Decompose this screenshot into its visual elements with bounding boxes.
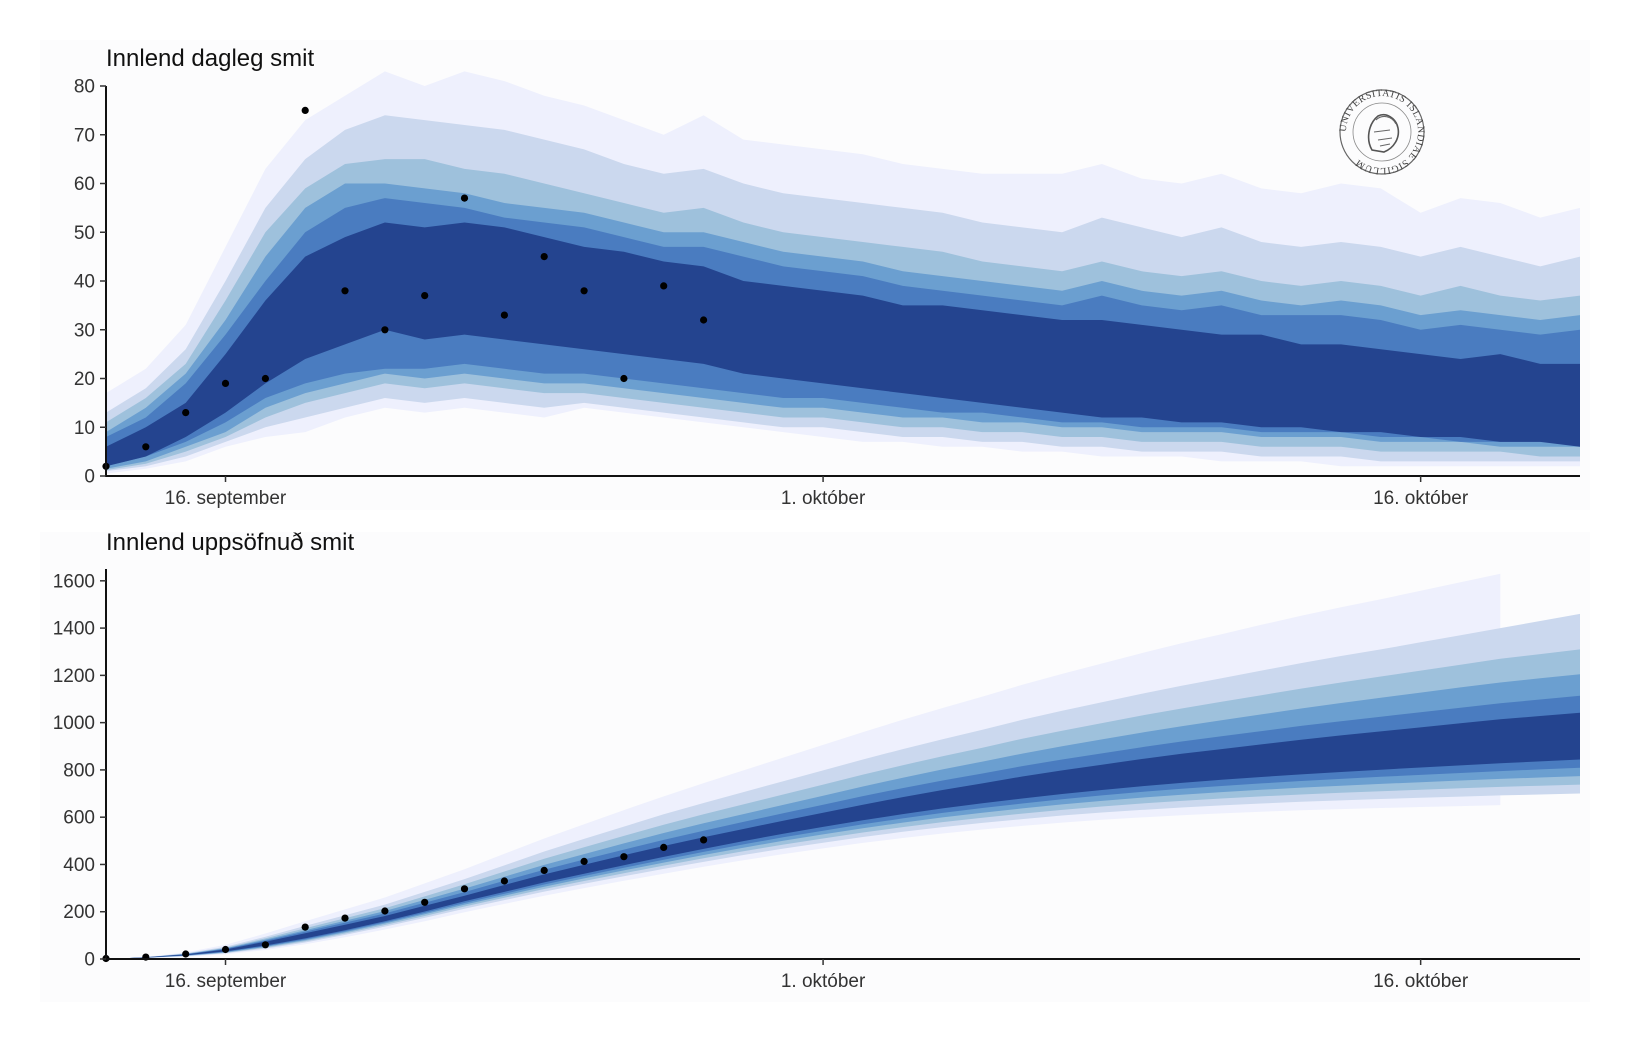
cumulative-y-tick-label: 1200	[53, 666, 95, 687]
cumulative-observed-point	[341, 914, 349, 922]
daily-y-tick-label: 20	[74, 369, 95, 390]
daily-observed-point	[620, 374, 628, 383]
cumulative-chart-panel: Innlend uppsöfnuð smit 0 200 400 600 800 1000…	[40, 529, 1590, 1002]
daily-x-tick-label: 1. október	[781, 488, 866, 509]
daily-observed-point	[142, 443, 150, 451]
daily-x-tick-label: 16. september	[165, 488, 287, 509]
cumulative-observed-points	[102, 836, 708, 963]
daily-observed-point	[540, 253, 548, 261]
daily-observed-point	[700, 316, 708, 324]
cumulative-bands	[106, 573, 1580, 959]
cumulative-y-tick-label: 400	[63, 855, 95, 876]
daily-y-tick-label: 40	[74, 272, 95, 293]
daily-observed-point	[421, 292, 429, 300]
daily-y-tick-label: 30	[74, 320, 95, 341]
cumulative-observed-point	[221, 945, 230, 954]
cumulative-y-tick-label: 200	[63, 902, 95, 923]
cumulative-y-ticks: 0 200 400 600 800 1000 1200 1400 1600	[53, 571, 106, 971]
daily-observed-point	[500, 311, 508, 319]
cumulative-x-tick-label: 16. október	[1373, 971, 1469, 992]
cumulative-y-tick-label: 0	[84, 950, 95, 971]
cumulative-x-ticks: 16. september 1. október 16. október	[165, 959, 1469, 992]
cumulative-chart-title: Innlend uppsöfnuð smit	[106, 529, 355, 556]
cumulative-y-tick-label: 800	[63, 760, 95, 781]
daily-observed-point	[381, 326, 389, 334]
daily-observed-point	[460, 194, 469, 202]
daily-observed-point	[341, 287, 349, 295]
daily-band-inner	[106, 222, 1580, 467]
daily-y-tick-label: 10	[74, 418, 95, 439]
daily-x-tick-label: 16. október	[1373, 488, 1469, 509]
cumulative-x-tick-label: 1. október	[781, 971, 866, 992]
cumulative-observed-point	[261, 941, 269, 949]
daily-y-tick-label: 60	[74, 174, 95, 195]
daily-observed-point	[660, 282, 668, 290]
daily-x-ticks: 16. september 1. október 16. október	[165, 476, 1469, 509]
cumulative-y-tick-label: 1600	[53, 571, 95, 592]
daily-y-tick-label: 70	[74, 125, 95, 146]
cumulative-observed-point	[182, 950, 190, 958]
cumulative-band-inner	[106, 712, 1580, 959]
cumulative-observed-point	[500, 877, 508, 885]
cumulative-observed-point	[381, 907, 389, 915]
cumulative-x-tick-label: 16. september	[165, 971, 287, 992]
daily-observed-point	[182, 409, 190, 417]
daily-observed-point	[221, 379, 230, 387]
cumulative-observed-point	[421, 898, 429, 906]
daily-bands	[106, 71, 1580, 474]
daily-y-ticks: 0 10 20 30 40 50 60 70 80	[74, 77, 106, 488]
daily-chart-title: Innlend dagleg smit	[106, 45, 314, 72]
cumulative-observed-point	[700, 836, 708, 844]
seal-head-outline	[1367, 113, 1400, 153]
daily-y-tick-label: 80	[74, 77, 95, 98]
cumulative-observed-point	[540, 866, 548, 875]
daily-chart-panel: Innlend dagleg smit 0 10 20 30 40 50 60 70 80 16…	[40, 40, 1590, 510]
daily-observed-point	[261, 374, 269, 383]
cumulative-observed-point	[580, 857, 588, 866]
seal-outer-ring	[1339, 89, 1425, 175]
cumulative-y-tick-label: 1000	[53, 713, 95, 734]
cumulative-y-tick-label: 1400	[53, 619, 95, 640]
cumulative-y-tick-label: 600	[63, 808, 95, 829]
daily-observed-point	[580, 287, 588, 295]
cumulative-band-outer	[106, 573, 1501, 959]
cumulative-observed-point	[620, 853, 628, 861]
daily-y-tick-label: 0	[84, 467, 95, 488]
daily-observed-points	[102, 106, 708, 470]
daily-observed-point	[301, 106, 309, 114]
seal-inner-ring	[1352, 102, 1412, 162]
seal-head-detail	[1373, 115, 1397, 147]
daily-y-tick-label: 50	[74, 223, 95, 244]
cumulative-observed-point	[460, 885, 469, 893]
cumulative-observed-point	[660, 843, 668, 852]
cumulative-observed-point	[301, 923, 309, 931]
